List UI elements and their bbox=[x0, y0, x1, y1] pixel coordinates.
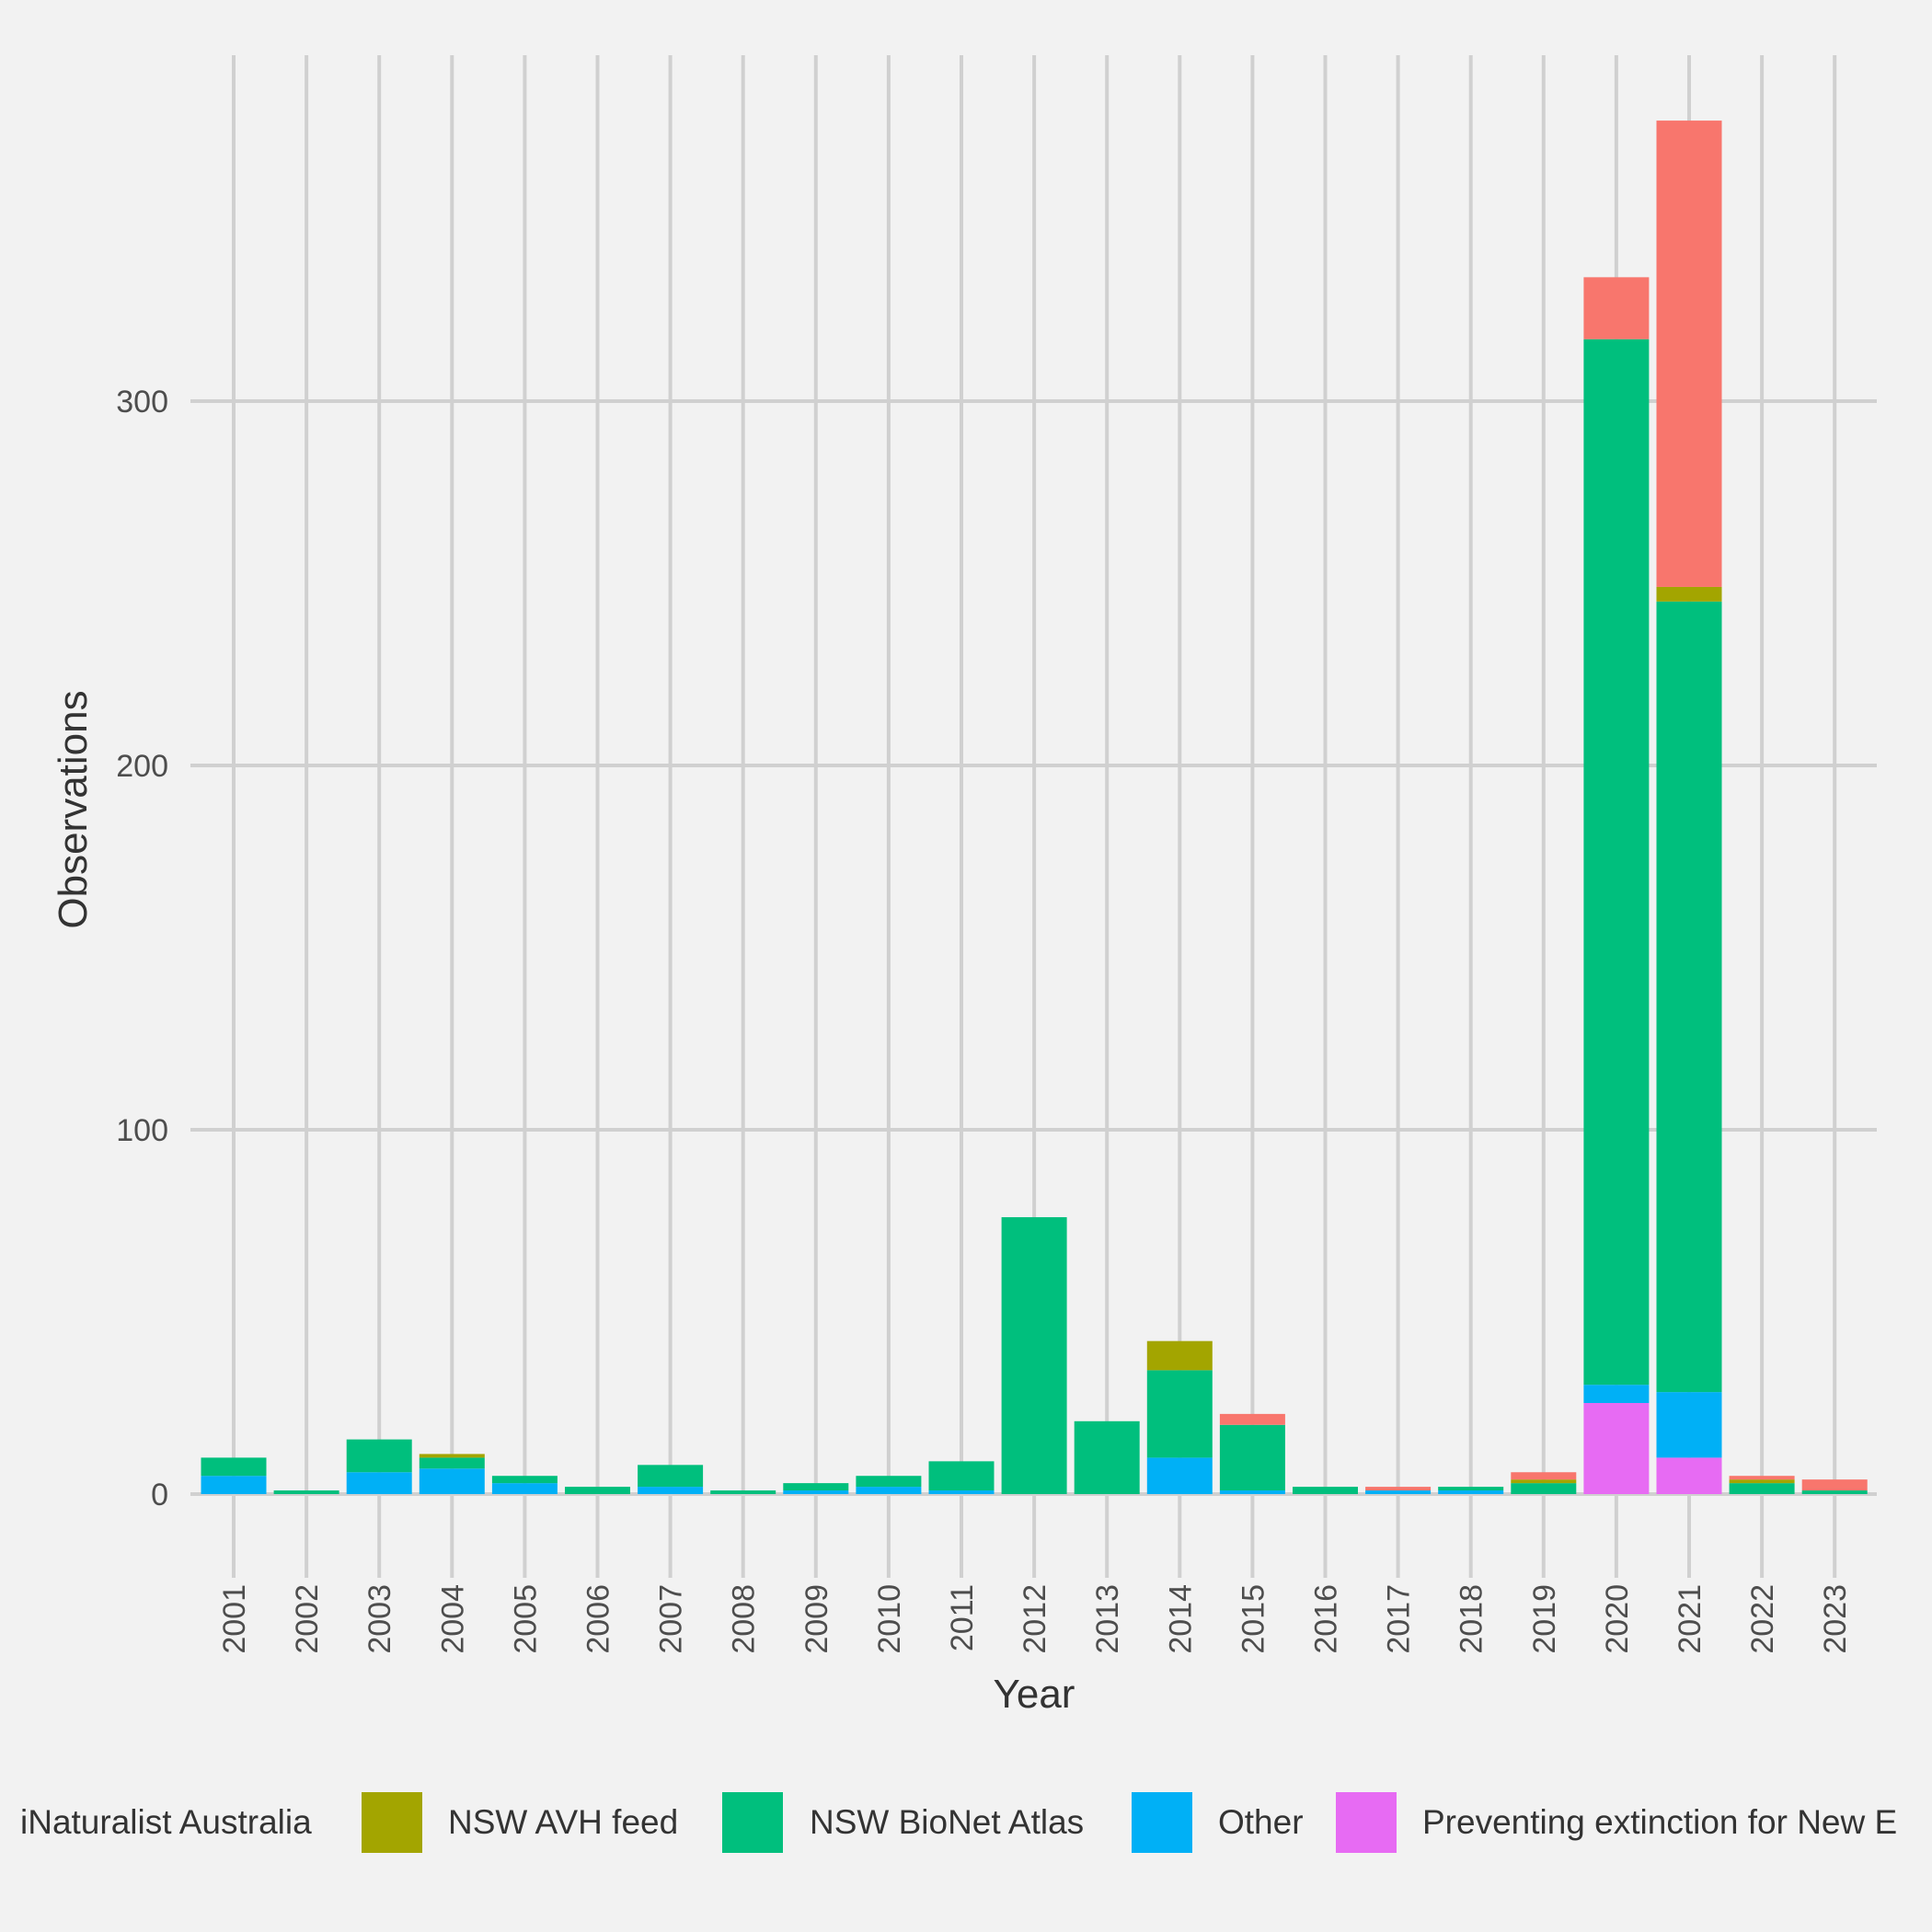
bar-2017-inaturalist-australia bbox=[1365, 1487, 1432, 1491]
x-tick-label: 2011 bbox=[945, 1584, 980, 1651]
bar-2007-nsw-bionet-atlas bbox=[638, 1465, 704, 1488]
bar-2021-nsw-avh-feed bbox=[1656, 586, 1722, 602]
x-tick-label: 2015 bbox=[1236, 1584, 1271, 1654]
bar-2015-nsw-bionet-atlas bbox=[1219, 1424, 1285, 1491]
bar-2018-other bbox=[1438, 1490, 1504, 1494]
x-tick-label: 2016 bbox=[1309, 1584, 1344, 1654]
x-tick-label: 2022 bbox=[1745, 1584, 1780, 1654]
bar-2001-other bbox=[201, 1476, 267, 1494]
legend-key bbox=[722, 1792, 783, 1853]
bar-2020-inaturalist-australia bbox=[1583, 277, 1650, 339]
bar-2003-other bbox=[346, 1472, 412, 1494]
bar-2021-inaturalist-australia bbox=[1656, 121, 1722, 587]
bar-2022-nsw-avh-feed bbox=[1729, 1479, 1795, 1484]
x-tick-label: 2013 bbox=[1090, 1584, 1125, 1654]
bar-2010-nsw-bionet-atlas bbox=[856, 1476, 922, 1488]
legend-label: iNaturalist Australia bbox=[20, 1803, 312, 1841]
bar-2021-preventing-extinction-for-new-e bbox=[1656, 1457, 1722, 1494]
legend-key bbox=[1336, 1792, 1397, 1853]
bar-2015-other bbox=[1219, 1490, 1285, 1494]
bar-2001-nsw-bionet-atlas bbox=[201, 1457, 267, 1477]
x-tick-label: 2020 bbox=[1600, 1584, 1635, 1654]
x-tick-label: 2023 bbox=[1818, 1584, 1853, 1654]
bar-2016-nsw-bionet-atlas bbox=[1293, 1487, 1358, 1494]
x-tick-label: 2014 bbox=[1163, 1584, 1198, 1654]
x-tick-label: 2001 bbox=[217, 1584, 252, 1654]
x-tick-label: 2019 bbox=[1527, 1584, 1562, 1654]
bar-2020-preventing-extinction-for-new-e bbox=[1583, 1403, 1650, 1494]
bar-2014-other bbox=[1146, 1457, 1213, 1494]
bar-2011-nsw-bionet-atlas bbox=[928, 1461, 995, 1491]
y-tick-label: 100 bbox=[116, 1113, 168, 1148]
legend-label: NSW AVH feed bbox=[448, 1803, 678, 1841]
x-tick-label: 2004 bbox=[435, 1584, 470, 1654]
bar-2004-nsw-avh-feed bbox=[419, 1454, 485, 1458]
bar-2022-nsw-bionet-atlas bbox=[1729, 1483, 1795, 1494]
x-tick-label: 2007 bbox=[654, 1584, 689, 1654]
legend-label: Other bbox=[1218, 1803, 1304, 1841]
legend-label: NSW BioNet Atlas bbox=[810, 1803, 1084, 1841]
bar-2023-inaturalist-australia bbox=[1801, 1479, 1868, 1491]
bar-2004-other bbox=[419, 1468, 485, 1494]
bar-2007-other bbox=[638, 1487, 704, 1494]
x-tick-label: 2017 bbox=[1382, 1584, 1417, 1654]
legend-key bbox=[1132, 1792, 1192, 1853]
legend-label: Preventing extinction for New E bbox=[1422, 1803, 1897, 1841]
bar-2012-nsw-bionet-atlas bbox=[1001, 1217, 1067, 1494]
bar-2023-nsw-bionet-atlas bbox=[1801, 1490, 1868, 1494]
bar-2008-nsw-bionet-atlas bbox=[710, 1490, 776, 1494]
bar-2021-other bbox=[1656, 1392, 1722, 1458]
x-tick-label: 2006 bbox=[581, 1584, 616, 1654]
bar-2019-inaturalist-australia bbox=[1511, 1472, 1577, 1480]
bar-2006-nsw-bionet-atlas bbox=[565, 1487, 630, 1494]
bar-2015-inaturalist-australia bbox=[1219, 1413, 1285, 1425]
y-axis-title: Observations bbox=[51, 690, 96, 928]
bar-2019-nsw-avh-feed bbox=[1511, 1479, 1577, 1484]
bar-2002-nsw-bionet-atlas bbox=[273, 1490, 339, 1494]
y-tick-label: 200 bbox=[116, 749, 168, 784]
x-tick-label: 2008 bbox=[727, 1584, 762, 1654]
bar-2021-nsw-bionet-atlas bbox=[1656, 601, 1722, 1393]
bar-2014-nsw-bionet-atlas bbox=[1146, 1370, 1213, 1458]
bar-2010-other bbox=[856, 1487, 922, 1494]
x-tick-label: 2003 bbox=[362, 1584, 397, 1654]
x-tick-label: 2018 bbox=[1455, 1584, 1489, 1654]
bar-2020-other bbox=[1583, 1385, 1650, 1403]
bar-2003-nsw-bionet-atlas bbox=[346, 1439, 412, 1473]
x-tick-label: 2002 bbox=[290, 1584, 325, 1654]
bar-2014-nsw-avh-feed bbox=[1146, 1340, 1213, 1371]
bar-2017-other bbox=[1365, 1490, 1432, 1494]
bar-2019-nsw-bionet-atlas bbox=[1511, 1483, 1577, 1494]
legend-key bbox=[362, 1792, 422, 1853]
x-tick-label: 2012 bbox=[1018, 1584, 1052, 1654]
bar-2018-nsw-bionet-atlas bbox=[1438, 1487, 1504, 1491]
bar-2005-other bbox=[491, 1483, 558, 1494]
bar-2004-nsw-bionet-atlas bbox=[419, 1457, 485, 1469]
x-axis-ticks: 2001 2002 2003 2004 2005 2006 2007 2008 2009 2010… bbox=[217, 1584, 1853, 1654]
bar-2009-other bbox=[783, 1490, 849, 1494]
bar-2020-nsw-bionet-atlas bbox=[1583, 339, 1650, 1386]
bars bbox=[201, 121, 1868, 1494]
x-tick-label: 2010 bbox=[872, 1584, 907, 1654]
x-tick-label: 2021 bbox=[1673, 1584, 1708, 1654]
x-tick-label: 2005 bbox=[508, 1584, 543, 1654]
bar-2022-inaturalist-australia bbox=[1729, 1476, 1795, 1480]
bar-2009-nsw-bionet-atlas bbox=[783, 1483, 849, 1491]
bar-2013-nsw-bionet-atlas bbox=[1074, 1420, 1140, 1494]
bar-2011-other bbox=[928, 1490, 995, 1494]
bar-2005-nsw-bionet-atlas bbox=[491, 1476, 558, 1484]
y-tick-label: 300 bbox=[116, 385, 168, 420]
y-axis-ticks: 0 100 200 300 bbox=[116, 385, 168, 1512]
x-axis-title: Year bbox=[994, 1672, 1075, 1717]
legend: iNaturalist Australia NSW AVH feed NSW Bio… bbox=[20, 1792, 1897, 1853]
y-tick-label: 0 bbox=[151, 1478, 168, 1512]
x-tick-label: 2009 bbox=[799, 1584, 834, 1654]
